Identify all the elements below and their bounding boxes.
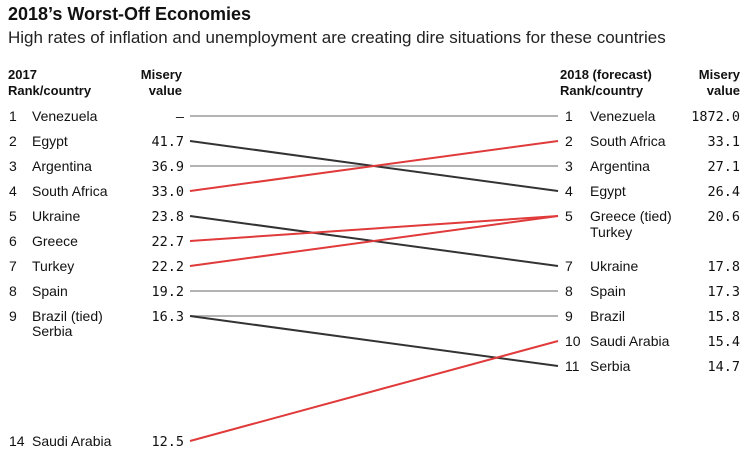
left-rank-argentina: 3 [9,158,17,174]
header-left-value-line2: value [148,83,182,98]
right-value-spain: 17.3 [707,284,740,300]
left-rank-ukraine: 5 [9,208,17,224]
left-rank-south-africa: 4 [9,183,17,199]
right-rank-venezuela: 1 [565,108,573,124]
right-rank-ukraine: 7 [565,258,573,274]
left-value-argentina: 36.9 [151,159,184,175]
left-country-spain: Spain [32,283,68,299]
left-rank-brazil-tied: 9 [9,308,17,324]
right-rank-serbia: 11 [565,358,580,374]
right-country-spain: Spain [590,283,626,299]
left-rank-spain: 8 [9,283,17,299]
link-line-saudi-arabia [189,340,559,442]
chart-subtitle: High rates of inflation and unemployment… [8,28,666,47]
right-country-argentina: Argentina [590,158,650,174]
left-country-saudi-arabia: Saudi Arabia [32,433,112,449]
header-right-rank-line1: 2018 (forecast) [560,67,652,82]
right-rank-argentina: 3 [565,158,573,174]
right-country-saudi-arabia: Saudi Arabia [590,333,670,349]
right-rank-south-africa: 2 [565,133,573,149]
right-rank-greece-tied: 5 [565,208,573,224]
right-country-greece-tied: Greece (tied) [590,208,672,224]
right-country-south-africa: South Africa [590,133,666,149]
right-value-saudi-arabia: 15.4 [707,334,740,350]
left-country-greece: Greece [32,233,78,249]
right-value-greece-tied: 20.6 [707,209,740,225]
right-country-egypt: Egypt [590,183,626,199]
link-line-serbia [189,315,559,367]
right-country-venezuela: Venezuela [590,108,656,124]
header-right-value: Misery value [672,67,740,99]
right-rank-spain: 8 [565,283,573,299]
left-value-egypt: 41.7 [151,134,184,150]
link-line-greece [189,215,559,242]
header-right-rank: 2018 (forecast) Rank/country [560,67,652,99]
right-country-turkey: Turkey [590,224,632,240]
header-right-value-line1: Misery [698,67,740,82]
left-value-spain: 19.2 [151,284,184,300]
chart-title: 2018’s Worst-Off Economies [8,4,252,24]
left-rank-egypt: 2 [9,133,17,149]
header-left-rank-line2: Rank/country [8,83,92,98]
left-value-venezuela: – [176,109,185,125]
left-rank-greece: 6 [9,233,17,249]
left-value-saudi-arabia: 12.5 [151,434,184,450]
left-rank-turkey: 7 [9,258,17,274]
left-country-egypt: Egypt [32,133,68,149]
left-country-venezuela: Venezuela [32,108,98,124]
header-right-value-line2: value [706,83,740,98]
right-value-venezuela: 1872.0 [691,109,740,125]
left-value-turkey: 22.2 [151,259,184,275]
right-rank-egypt: 4 [565,183,573,199]
right-value-argentina: 27.1 [707,159,740,175]
left-country-brazil-tied: Brazil (tied) [32,308,103,324]
link-line-turkey [189,215,559,267]
left-country-serbia: Serbia [32,323,73,339]
right-value-serbia: 14.7 [707,359,740,375]
left-rank-venezuela: 1 [9,108,17,124]
right-country-brazil: Brazil [590,308,625,324]
left-country-ukraine: Ukraine [32,208,80,224]
left-value-ukraine: 23.8 [151,209,184,225]
header-left-rank: 2017 Rank/country [8,67,91,99]
left-value-greece: 22.7 [151,234,184,250]
right-rank-brazil: 9 [565,308,573,324]
left-value-south-africa: 33.0 [151,184,184,200]
left-country-turkey: Turkey [32,258,74,274]
right-rank-saudi-arabia: 10 [565,333,581,349]
right-value-south-africa: 33.1 [707,134,740,150]
right-value-brazil: 15.8 [707,309,740,325]
left-rank-saudi-arabia: 14 [9,433,25,449]
header-left-value: Misery value [130,67,182,99]
left-country-argentina: Argentina [32,158,92,174]
header-left-rank-line1: 2017 [8,67,37,82]
header-left-value-line1: Misery [140,67,182,82]
right-country-ukraine: Ukraine [590,258,638,274]
left-country-south-africa: South Africa [32,183,108,199]
link-line-south-africa [189,140,559,192]
right-value-ukraine: 17.8 [707,259,740,275]
right-country-serbia: Serbia [590,358,631,374]
header-right-rank-line2: Rank/country [560,83,644,98]
right-value-egypt: 26.4 [707,184,740,200]
left-value-brazil-tied: 16.3 [151,309,184,325]
